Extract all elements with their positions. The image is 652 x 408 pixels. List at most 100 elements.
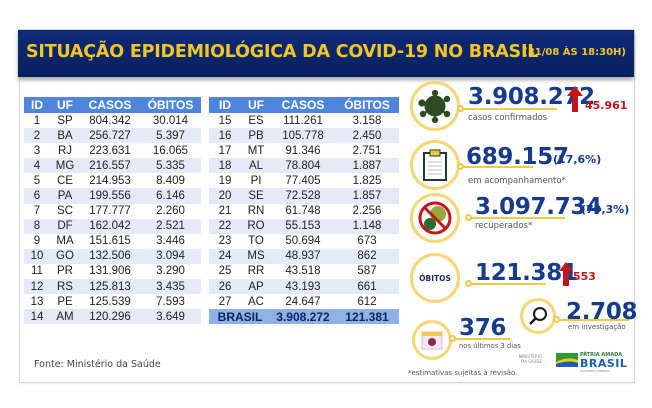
cell-uf: PB [241, 128, 271, 144]
cell-casos: 50.694 [285, 235, 321, 248]
cell-uf: SE [241, 188, 271, 204]
brand-sub: GOVERNO FEDERAL [580, 369, 610, 373]
table-row: 16 PB 105.778 2.450 [209, 128, 399, 144]
cell-id: 8 [24, 218, 50, 234]
cell-id: 17 [218, 144, 232, 157]
cell-uf: RO [241, 218, 271, 234]
states-table-left: ID UF CASOS ÓBITOS 1 SP 804.342 30.014 2 BA 25… [24, 97, 201, 325]
cell-casos: 61.748 [285, 205, 321, 218]
cell-obitos: 661 [335, 279, 399, 295]
calendar-icon [421, 331, 443, 350]
cell-casos: 223.631 [89, 144, 131, 157]
cell-casos: 216.557 [80, 158, 140, 174]
cell-obitos: 673 [357, 235, 377, 248]
deaths-badge: ÓBITOS [419, 273, 451, 283]
monitoring-label: em acompanhamento* [468, 176, 566, 186]
cell-casos: 120.296 [80, 309, 140, 325]
page-title: SITUAÇÃO EPIDEMIOLÓGICA DA COVID-19 NO B… [26, 42, 539, 62]
cell-id: 23 [218, 235, 232, 248]
monitoring-ring [410, 140, 460, 190]
cell-uf: DF [50, 218, 80, 234]
cell-obitos: 1.887 [335, 158, 399, 174]
cell-obitos: 2.256 [352, 205, 382, 218]
last-days-ring [412, 320, 452, 360]
cell-id: 18 [209, 158, 241, 174]
cell-casos: 125.813 [80, 279, 140, 295]
recovered-label: recuperados* [475, 221, 533, 231]
table-row: 26 AP 43.193 661 [209, 279, 399, 295]
cell-casos: 43.193 [271, 279, 335, 295]
cell-id: 27 [218, 295, 232, 308]
table-row: 7 SC 177.777 2.260 [24, 204, 201, 219]
cell-obitos: 1.148 [335, 218, 399, 234]
confirmed-label: casos confirmados [468, 113, 548, 123]
cell-id: 11 [31, 265, 43, 278]
cell-id: 24 [209, 248, 241, 264]
table-row: 19 PI 77.405 1.825 [209, 173, 399, 188]
table-row: 6 PA 199.556 6.146 [24, 188, 201, 204]
table-row: 12 RS 125.813 3.435 [24, 279, 201, 295]
cell-uf: AP [241, 279, 271, 295]
cell-uf: GO [50, 248, 80, 264]
table-row: 18 AL 78.804 1.887 [209, 158, 399, 174]
table-row: 23 TO 50.694 673 [209, 234, 399, 249]
cell-obitos: 5.335 [140, 158, 201, 174]
cell-uf: RS [50, 279, 80, 295]
no-virus-icon [418, 201, 452, 235]
last-days-value: 376 [459, 315, 507, 341]
cell-id: 2 [24, 128, 50, 144]
cell-id: 21 [218, 205, 232, 218]
cell-obitos: 5.397 [140, 128, 201, 144]
cell-casos: 111.261 [283, 114, 323, 127]
investigation-label: em investigação [568, 323, 626, 331]
cell-uf: SP [57, 114, 73, 127]
clipboard-icon [423, 149, 447, 181]
cell-uf: MS [241, 248, 271, 264]
col-casos: CASOS [80, 97, 140, 113]
cell-obitos: 3.435 [140, 279, 201, 295]
table-row: 27 AC 24.647 612 [209, 294, 399, 309]
confirmed-ring [410, 81, 460, 131]
cell-uf: AM [50, 309, 80, 325]
virus-icon [418, 89, 451, 123]
table-row: 10 GO 132.506 3.094 [24, 248, 201, 264]
col-obitos: ÓBITOS [140, 97, 201, 113]
cell-obitos: 1.825 [352, 174, 382, 187]
states-table-right: ID UF CASOS ÓBITOS 15 ES 111.261 3.158 16 PB 1… [209, 97, 399, 325]
deaths-ring: ÓBITOS [410, 253, 460, 303]
cell-casos: 132.506 [80, 248, 140, 264]
cell-id: 19 [218, 174, 232, 187]
total-label: BRASIL [209, 309, 271, 325]
confirmed-increase: 45.961 [585, 99, 628, 112]
cell-obitos: 3.649 [140, 309, 201, 325]
monitoring-pct: (17,6%) [553, 153, 602, 166]
cell-uf: PE [57, 295, 73, 308]
cell-uf: CE [57, 174, 73, 187]
cell-id: 9 [33, 235, 41, 248]
cell-obitos: 1.857 [335, 188, 399, 204]
cell-casos: 125.539 [89, 295, 131, 308]
table-row: 3 RJ 223.631 16.065 [24, 143, 201, 158]
cell-id: 7 [33, 205, 41, 218]
cell-id: 5 [33, 174, 41, 187]
deaths-value: 121.381 [475, 260, 578, 286]
investigation-value: 2.708 [566, 299, 638, 325]
cell-obitos: 612 [357, 295, 377, 308]
cell-obitos: 2.521 [140, 218, 201, 234]
table-row: 4 MG 216.557 5.335 [24, 158, 201, 174]
cell-id: 15 [218, 114, 232, 127]
cell-casos: 214.953 [89, 174, 131, 187]
increase-arrow-icon [559, 262, 573, 286]
cell-uf: ES [248, 114, 264, 127]
investigation-ring [520, 298, 556, 334]
cell-casos: 105.778 [271, 128, 335, 144]
underline [455, 338, 510, 340]
brand-top: PÁTRIA AMADA [580, 352, 623, 358]
table-row: 21 RN 61.748 2.256 [209, 204, 399, 219]
cell-casos: 256.727 [80, 128, 140, 144]
last-days-label: nos últimos 3 dias [459, 342, 521, 350]
cell-casos: 77.405 [285, 174, 321, 187]
table-row: 15 ES 111.261 3.158 [209, 113, 399, 128]
cell-casos: 78.804 [271, 158, 335, 174]
cell-obitos: 3.290 [156, 265, 185, 278]
